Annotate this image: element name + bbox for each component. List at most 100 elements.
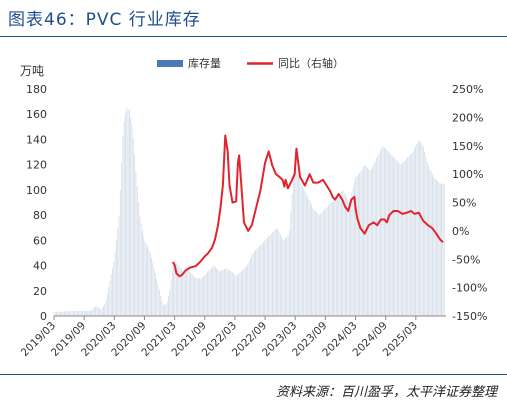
inventory-bar bbox=[272, 232, 273, 316]
inventory-bar bbox=[421, 144, 423, 316]
inventory-bar bbox=[184, 271, 186, 316]
inventory-bar bbox=[218, 271, 220, 316]
inventory-bar bbox=[239, 272, 241, 316]
inventory-bar bbox=[328, 205, 329, 316]
inventory-bar bbox=[411, 153, 413, 316]
inventory-bar bbox=[398, 162, 400, 316]
inventory-bar bbox=[343, 191, 345, 316]
inventory-bar bbox=[377, 155, 379, 316]
inventory-bar bbox=[370, 169, 372, 316]
inventory-bar bbox=[357, 174, 359, 316]
inventory-bar bbox=[415, 146, 416, 316]
inventory-bar bbox=[132, 138, 134, 316]
inventory-bar bbox=[222, 269, 224, 316]
inventory-bar bbox=[233, 273, 234, 316]
inventory-bar bbox=[404, 160, 406, 316]
source-note: 资料来源：百川盈孚，太平洋证券整理 bbox=[275, 385, 497, 400]
inventory-bar bbox=[321, 212, 323, 316]
inventory-bar bbox=[197, 278, 199, 316]
inventory-bar bbox=[260, 244, 262, 316]
inventory-bar bbox=[244, 267, 246, 316]
inventory-bar bbox=[312, 207, 314, 316]
inventory-bar bbox=[97, 307, 99, 316]
inventory-bar bbox=[65, 311, 67, 316]
inventory-bar bbox=[387, 151, 389, 316]
inventory-bar bbox=[266, 238, 268, 316]
inventory-bar bbox=[243, 268, 245, 316]
inventory-bar bbox=[170, 280, 172, 316]
inventory-bar bbox=[277, 228, 279, 316]
inventory-bar bbox=[58, 311, 60, 316]
inventory-bar bbox=[88, 310, 90, 316]
inventory-bar bbox=[420, 142, 422, 316]
inventory-bar bbox=[168, 296, 169, 316]
inventory-bar bbox=[95, 306, 97, 316]
inventory-bar bbox=[283, 239, 285, 316]
inventory-bar bbox=[299, 177, 301, 316]
inventory-bar bbox=[61, 311, 63, 316]
inventory-bar bbox=[304, 191, 306, 316]
inventory-bar bbox=[134, 154, 136, 316]
inventory-bar bbox=[126, 108, 128, 316]
inventory-bar bbox=[153, 268, 155, 316]
inventory-bar bbox=[236, 274, 238, 316]
inventory-bars bbox=[53, 108, 445, 317]
inventory-bar bbox=[169, 290, 171, 316]
inventory-bar bbox=[171, 271, 173, 316]
inventory-bar bbox=[53, 312, 55, 316]
inventory-bar bbox=[157, 284, 159, 316]
inventory-bar bbox=[82, 310, 84, 316]
bottom-rule bbox=[0, 374, 507, 375]
inventory-bar bbox=[84, 310, 86, 316]
inventory-bar bbox=[131, 124, 133, 317]
inventory-bar bbox=[434, 178, 436, 316]
inventory-bar bbox=[74, 310, 76, 316]
inventory-bar bbox=[285, 237, 286, 316]
inventory-bar bbox=[200, 278, 202, 316]
inventory-bar bbox=[139, 216, 141, 316]
inventory-bar bbox=[426, 162, 428, 316]
inventory-bar bbox=[196, 278, 198, 316]
inventory-bar bbox=[71, 310, 73, 316]
inventory-bar bbox=[400, 164, 402, 316]
inventory-bar bbox=[354, 181, 355, 316]
inventory-bar bbox=[399, 163, 401, 316]
inventory-bar bbox=[352, 187, 354, 316]
inventory-bar bbox=[235, 275, 237, 316]
inventory-bar bbox=[320, 213, 322, 316]
inventory-bar bbox=[373, 163, 375, 316]
inventory-bar bbox=[195, 278, 197, 316]
inventory-bar bbox=[86, 310, 87, 316]
inventory-bar bbox=[279, 234, 281, 316]
inventory-bar bbox=[121, 162, 123, 316]
inventory-bar bbox=[183, 271, 185, 316]
inventory-bar bbox=[173, 264, 175, 316]
inventory-bar bbox=[261, 243, 263, 316]
right-axis-tick-label: 200% bbox=[452, 111, 483, 124]
inventory-bar bbox=[77, 310, 78, 316]
inventory-bar bbox=[268, 236, 269, 316]
inventory-bar bbox=[341, 192, 342, 316]
inventory-bar bbox=[412, 151, 414, 316]
inventory-bar bbox=[432, 174, 433, 316]
inventory-bar bbox=[416, 143, 418, 316]
inventory-bar bbox=[393, 157, 394, 316]
inventory-bar bbox=[337, 196, 338, 316]
inventory-bar bbox=[203, 276, 204, 316]
inventory-bar bbox=[291, 193, 293, 316]
inventory-bar bbox=[281, 237, 283, 316]
inventory-bar bbox=[130, 117, 132, 316]
inventory-bar bbox=[118, 216, 120, 316]
inventory-bar bbox=[346, 196, 348, 316]
inventory-bar bbox=[123, 121, 125, 316]
right-axis-tick-label: -150% bbox=[452, 310, 487, 323]
inventory-bar bbox=[395, 159, 397, 316]
inventory-bar bbox=[383, 147, 385, 316]
inventory-bar bbox=[289, 230, 290, 316]
inventory-bar bbox=[367, 167, 368, 316]
inventory-bar bbox=[361, 169, 363, 316]
inventory-bar bbox=[303, 188, 305, 316]
inventory-bar bbox=[380, 150, 381, 316]
inventory-bar bbox=[238, 273, 240, 316]
inventory-bar bbox=[376, 158, 377, 316]
